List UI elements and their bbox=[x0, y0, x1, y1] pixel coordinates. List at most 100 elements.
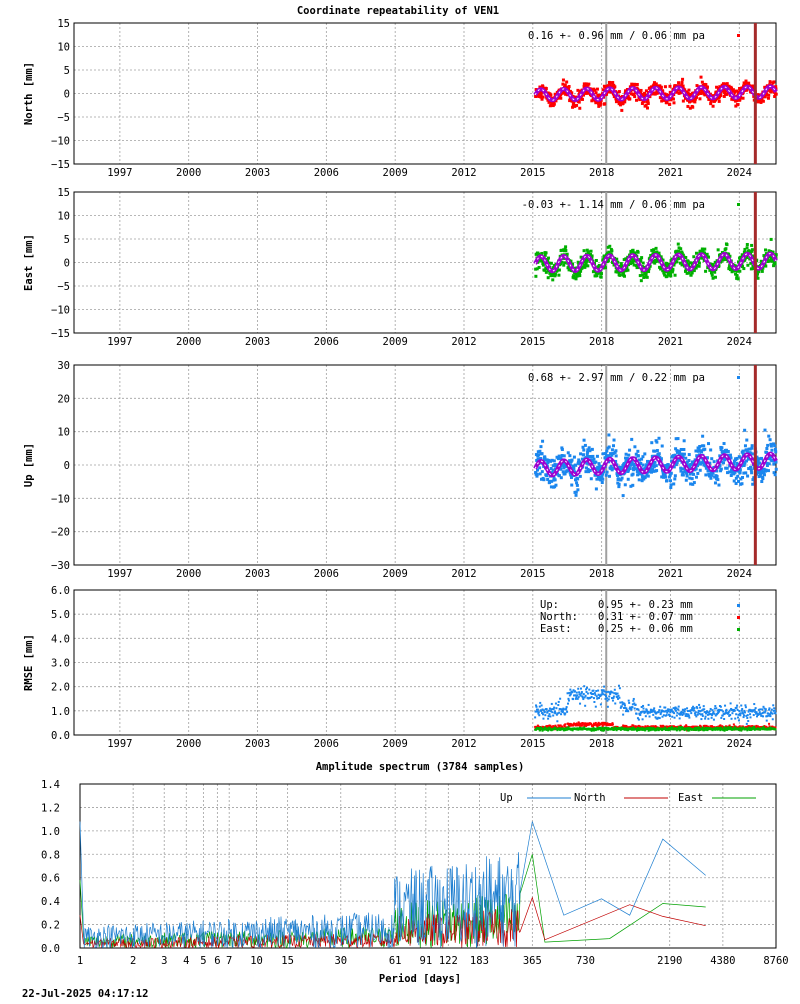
rmse-point bbox=[727, 726, 730, 729]
data-point bbox=[750, 452, 754, 456]
data-point bbox=[684, 267, 688, 271]
rmse-point bbox=[728, 724, 731, 727]
data-point bbox=[629, 484, 633, 488]
data-point bbox=[758, 461, 762, 465]
data-point bbox=[700, 461, 704, 465]
y-tick-label: 10 bbox=[57, 211, 70, 223]
data-point bbox=[729, 470, 733, 474]
rmse-point bbox=[653, 707, 656, 710]
data-point bbox=[645, 106, 649, 110]
data-point bbox=[726, 449, 730, 453]
rmse-point bbox=[642, 707, 645, 710]
data-point bbox=[761, 266, 765, 270]
data-point bbox=[745, 449, 749, 453]
data-point bbox=[566, 451, 570, 455]
data-point bbox=[643, 452, 647, 456]
rmse-point bbox=[580, 692, 583, 695]
data-point bbox=[574, 277, 578, 281]
rmse-point bbox=[714, 705, 717, 708]
rmse-point bbox=[537, 712, 540, 715]
rmse-point bbox=[699, 713, 702, 716]
data-point bbox=[620, 108, 624, 112]
rmse-point bbox=[713, 712, 716, 715]
rmse-point bbox=[664, 726, 667, 729]
data-point bbox=[692, 255, 696, 259]
stats-annotation: -0.03 +- 1.14 mm / 0.06 mm pa bbox=[522, 199, 705, 211]
data-point bbox=[610, 448, 614, 452]
rmse-point bbox=[548, 707, 551, 710]
data-point bbox=[765, 92, 769, 96]
rmse-point bbox=[754, 707, 757, 710]
rmse-point bbox=[611, 726, 614, 729]
rmse-point bbox=[763, 711, 766, 714]
data-point bbox=[735, 99, 739, 103]
x-tick-label: 2018 bbox=[589, 568, 614, 580]
data-point bbox=[653, 449, 657, 453]
data-point bbox=[615, 257, 619, 261]
data-point bbox=[622, 258, 626, 262]
data-point bbox=[556, 268, 560, 272]
data-point bbox=[713, 270, 717, 274]
rmse-point bbox=[772, 704, 775, 707]
data-point bbox=[728, 254, 732, 258]
rmse-point bbox=[579, 702, 582, 705]
data-point bbox=[672, 465, 676, 469]
data-point bbox=[663, 85, 667, 89]
data-point bbox=[747, 467, 751, 471]
data-point bbox=[734, 104, 738, 108]
rmse-point bbox=[616, 696, 619, 699]
data-point bbox=[750, 248, 754, 252]
data-point bbox=[719, 259, 723, 263]
rmse-point bbox=[733, 709, 736, 712]
rmse-point bbox=[767, 728, 770, 731]
x-tick-label: 122 bbox=[439, 955, 458, 967]
x-tick-label: 1997 bbox=[107, 568, 132, 580]
data-point bbox=[546, 269, 550, 273]
rmse-point bbox=[676, 711, 679, 714]
rmse-point bbox=[768, 708, 771, 711]
rmse-point bbox=[696, 707, 699, 710]
rmse-point bbox=[601, 724, 604, 727]
rmse-point bbox=[548, 713, 551, 716]
data-point bbox=[767, 93, 771, 97]
rmse-point bbox=[663, 710, 666, 713]
data-point bbox=[580, 457, 584, 461]
data-point bbox=[750, 446, 754, 450]
rmse-point bbox=[664, 706, 667, 709]
data-point bbox=[664, 93, 668, 97]
data-point bbox=[728, 263, 732, 267]
legend-label-north: North: bbox=[540, 611, 578, 623]
data-point bbox=[763, 95, 767, 99]
rmse-point bbox=[568, 691, 571, 694]
data-point bbox=[614, 454, 618, 458]
rmse-point bbox=[663, 727, 666, 730]
data-point bbox=[540, 477, 544, 481]
rmse-point bbox=[698, 703, 701, 706]
data-point bbox=[626, 477, 630, 481]
rmse-point bbox=[560, 713, 563, 716]
data-point bbox=[557, 96, 561, 100]
rmse-point bbox=[759, 712, 762, 715]
rmse-point bbox=[652, 708, 655, 711]
data-point bbox=[689, 94, 693, 98]
data-point bbox=[539, 445, 543, 449]
rmse-point bbox=[731, 726, 734, 729]
rmse-point bbox=[545, 708, 548, 711]
y-tick-label: 0.4 bbox=[41, 896, 60, 908]
rmse-point bbox=[749, 725, 752, 728]
data-point bbox=[564, 245, 568, 249]
rmse-point bbox=[582, 698, 585, 701]
rmse-point bbox=[766, 715, 769, 718]
data-point bbox=[756, 99, 760, 103]
data-point bbox=[700, 256, 704, 260]
data-point bbox=[603, 266, 607, 270]
data-point bbox=[738, 98, 742, 102]
data-point bbox=[713, 481, 717, 485]
data-point bbox=[673, 474, 677, 478]
data-point bbox=[559, 96, 563, 100]
data-point bbox=[710, 473, 714, 477]
y-tick-label: −5 bbox=[57, 281, 70, 293]
data-point bbox=[594, 258, 598, 262]
data-point bbox=[668, 84, 672, 88]
rmse-point bbox=[745, 714, 748, 717]
